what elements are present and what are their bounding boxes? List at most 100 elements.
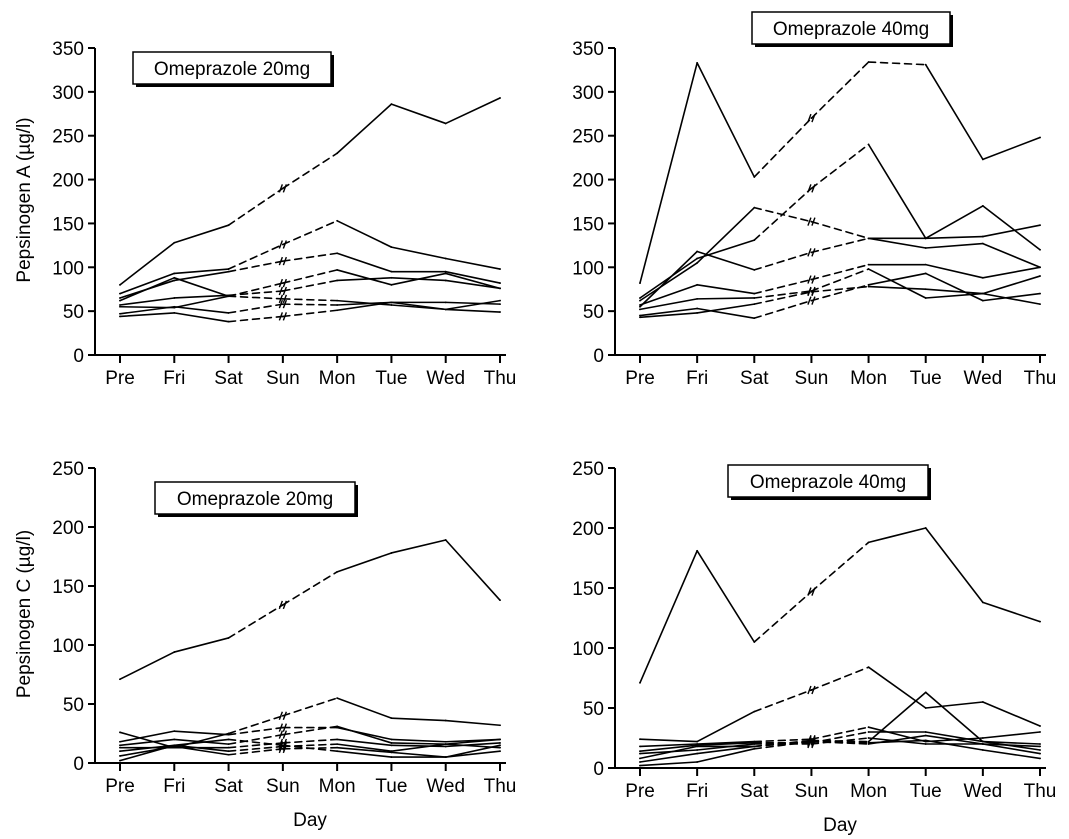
- y-tick-label: 250: [572, 459, 604, 480]
- data-point: [639, 738, 641, 741]
- x-tick-label: Tue: [910, 781, 942, 802]
- series-segment: [810, 285, 870, 293]
- data-point: [639, 282, 641, 284]
- data-point: [696, 749, 699, 751]
- series-line: [119, 539, 501, 681]
- y-tick-label: 250: [572, 127, 604, 148]
- series-segment: [696, 747, 756, 763]
- data-point: [753, 317, 756, 320]
- data-point: [119, 759, 121, 762]
- break-mark: [807, 685, 812, 695]
- series-segment: [982, 205, 1041, 251]
- series-segment: [696, 206, 756, 264]
- data-point: [753, 297, 756, 299]
- series-segment: [282, 738, 338, 744]
- data-point: [281, 303, 284, 306]
- x-tick-label: Sun: [266, 368, 300, 389]
- x-axis-label: Day: [293, 810, 327, 831]
- series-segment: [810, 268, 870, 292]
- data-point: [753, 303, 756, 306]
- break-mark: [282, 723, 288, 732]
- data-point: [119, 750, 121, 753]
- x-tick-label: Sun: [795, 781, 829, 802]
- x-tick-label: Fri: [163, 776, 185, 797]
- data-point: [336, 738, 339, 741]
- x-tick-label: Mon: [319, 368, 356, 389]
- data-point: [281, 315, 284, 318]
- x-tick-label: Tue: [375, 368, 407, 389]
- data-point: [810, 689, 813, 691]
- series-segment: [119, 738, 176, 747]
- series-segment: [810, 740, 870, 744]
- data-point: [444, 270, 447, 273]
- data-point: [227, 637, 230, 639]
- series-segment: [924, 691, 984, 743]
- data-point: [336, 697, 339, 699]
- series-segment: [336, 738, 393, 747]
- series-segment: [924, 205, 984, 240]
- break-mark: [282, 256, 288, 266]
- data-point: [696, 307, 699, 310]
- y-tick-label: 250: [52, 459, 84, 480]
- series-segment: [867, 527, 927, 544]
- data-point: [173, 651, 176, 653]
- data-point: [281, 297, 284, 300]
- series-segment: [639, 752, 698, 763]
- x-tick-label: Mon: [319, 776, 356, 797]
- y-tick-label: 0: [73, 754, 84, 775]
- data-point: [390, 103, 393, 106]
- series-segment: [982, 292, 1041, 302]
- series-segment: [444, 750, 501, 758]
- series-segment: [227, 745, 284, 753]
- data-point: [639, 305, 641, 308]
- data-point: [390, 717, 393, 720]
- data-point: [499, 303, 501, 306]
- series-segment: [282, 298, 338, 302]
- data-point: [696, 761, 699, 763]
- data-point: [444, 308, 447, 311]
- data-point: [753, 710, 756, 713]
- series-segment: [867, 61, 927, 66]
- series-segment: [336, 743, 393, 753]
- series-segment: [639, 738, 698, 743]
- break-mark: [811, 685, 816, 695]
- series-segment: [753, 278, 813, 295]
- series-segment: [982, 601, 1041, 623]
- series-segment: [390, 738, 447, 743]
- title-box: [751, 11, 951, 45]
- series-segment: [639, 298, 698, 311]
- data-point: [753, 239, 756, 241]
- x-tick-label: Thu: [484, 776, 517, 797]
- series-segment: [227, 303, 284, 314]
- series-segment: [444, 539, 501, 601]
- data-point: [867, 741, 870, 744]
- y-tick-label: 0: [593, 346, 604, 367]
- series-segment: [810, 739, 870, 743]
- series-segment: [867, 143, 927, 240]
- data-point: [119, 312, 121, 315]
- series-segment: [173, 270, 230, 282]
- chart-title: Omeprazole 20mg: [154, 59, 310, 80]
- x-tick-label: Fri: [163, 368, 185, 389]
- x-tick-label: Sat: [740, 368, 769, 389]
- series-segment: [639, 307, 698, 317]
- data-point: [753, 641, 756, 643]
- data-point: [390, 756, 393, 758]
- series-segment: [119, 730, 176, 743]
- series-segment: [982, 136, 1041, 161]
- chart-title: Omeprazole 20mg: [177, 489, 333, 510]
- data-point: [1039, 757, 1041, 760]
- x-tick-label: Sat: [740, 781, 769, 802]
- data-point: [281, 243, 284, 246]
- data-point: [173, 305, 176, 308]
- y-tick-label: 200: [52, 518, 84, 539]
- data-point: [867, 263, 870, 266]
- data-point: [281, 290, 284, 292]
- data-point: [1039, 620, 1041, 623]
- data-point: [1039, 275, 1041, 277]
- series-segment: [444, 738, 501, 745]
- series-segment: [282, 744, 338, 753]
- data-point: [336, 743, 339, 746]
- chart-title: Omeprazole 40mg: [750, 472, 906, 493]
- x-tick-label: Tue: [375, 776, 407, 797]
